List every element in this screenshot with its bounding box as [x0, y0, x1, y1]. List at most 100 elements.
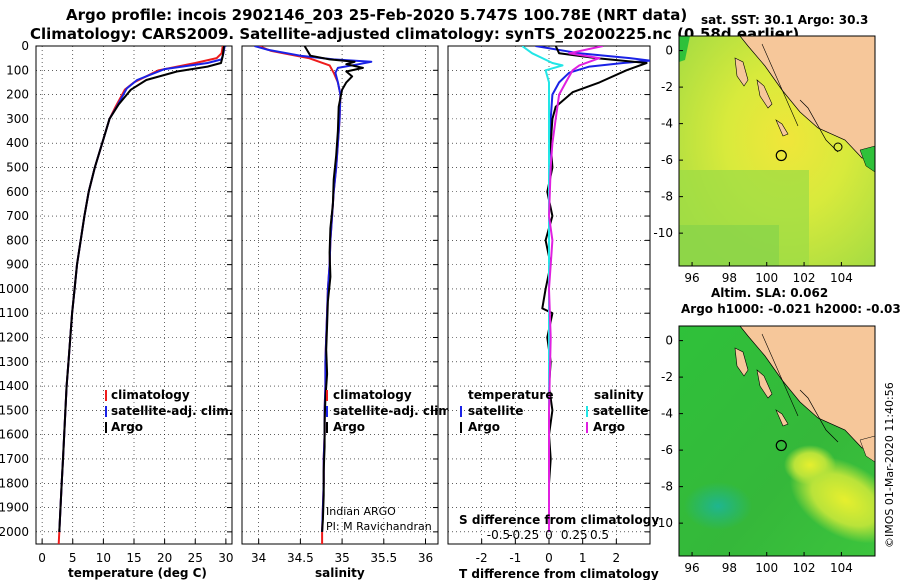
- sla-map-frame: [678, 325, 876, 557]
- map-x-tick-label: 96: [684, 561, 699, 575]
- legend-label-satellite: satellite-adj. clim.: [333, 404, 455, 418]
- depth-tick-label: 1400: [0, 379, 29, 393]
- difference-panel: -2 -1 0 1 2 -0.5-0.25 0 0.25 0.5 S difference f…: [447, 45, 659, 580]
- depth-axis-labels: 0 100 200 300 400 500 600 700 800 900 1000 1100 1200…: [0, 39, 29, 539]
- sla-coastline: [799, 389, 839, 443]
- sst-cool-region-south: [679, 225, 779, 266]
- credit-pi: PI: M Ravichandran: [326, 520, 432, 533]
- x-tick-label: 0: [38, 551, 46, 565]
- map-x-tick-label: 104: [830, 271, 853, 285]
- temperature-x-ticks: 0 5 10 15 20 25 30: [38, 539, 234, 565]
- x-tick-label: 0: [545, 551, 553, 565]
- s-diff-tick-label: -0.25: [508, 528, 539, 542]
- depth-tick-label: 500: [6, 160, 29, 174]
- map-y-tick-label: -8: [661, 190, 673, 204]
- depth-tick-label: 600: [6, 185, 29, 199]
- legend-swatch-climatology: [105, 390, 107, 401]
- credit-indian-argo: Indian ARGO: [326, 505, 396, 518]
- profile-title: Argo profile: incois 2902146_203 25-Feb-…: [66, 6, 688, 24]
- sst-map-frame: [678, 35, 876, 267]
- legend-label-t-argo: Argo: [468, 420, 500, 434]
- s-diff-tick-label: 0.5: [590, 528, 609, 542]
- legend-swatch-s-argo: [586, 422, 588, 433]
- depth-tick-label: 1600: [0, 428, 29, 442]
- sst-bathymetry-seamount: [833, 142, 843, 152]
- map-y-tick-label: -6: [661, 443, 673, 457]
- legend-swatch-t-satellite: [460, 406, 462, 417]
- sst-map-x-ticks: 96 98 100 102 104: [684, 262, 853, 285]
- map-y-tick-label: -2: [661, 370, 673, 384]
- legend-label-climatology: climatology: [333, 388, 412, 402]
- x-tick-label: 1: [579, 551, 587, 565]
- depth-tick-label: 2000: [0, 525, 29, 539]
- legend-label-climatology: climatology: [111, 388, 190, 402]
- sla-island-simeulue: [734, 347, 749, 377]
- map-y-tick-label: -10: [653, 516, 673, 530]
- legend-swatch-climatology: [326, 390, 328, 401]
- map-x-tick-label: 96: [684, 271, 699, 285]
- map-y-tick-label: -6: [661, 153, 673, 167]
- depth-tick-label: 1900: [0, 501, 29, 515]
- difference-x-ticks: -2 -1 0 1 2: [476, 539, 620, 565]
- map-y-tick-label: -10: [653, 226, 673, 240]
- x-tick-label: -2: [476, 551, 488, 565]
- x-tick-label: 30: [218, 551, 233, 565]
- sla-land-java-tip: [859, 435, 875, 463]
- sst-island-simeulue: [734, 57, 749, 87]
- depth-tick-label: 100: [6, 63, 29, 77]
- salinity-grid: [242, 45, 438, 544]
- salinity-legend: climatology satellite-adj. clim. Argo: [326, 388, 455, 434]
- salinity-plot-frame: [241, 45, 439, 545]
- legend-label-s-argo: Argo: [593, 420, 625, 434]
- sst-map: sat. SST: 30.1 Argo: 30.3 96 98 100 102 104 …: [653, 13, 876, 285]
- salinity-x-ticks: 34 34.5 35 35.5 36: [251, 539, 433, 565]
- x-tick-label: 36: [418, 551, 433, 565]
- x-tick-label: 20: [157, 551, 172, 565]
- depth-tick-label: 1000: [0, 282, 29, 296]
- sst-land-java-tip: [859, 145, 875, 173]
- s-diff-tick-label: 0: [545, 528, 553, 542]
- s-difference-label: S difference from climatology: [459, 513, 659, 527]
- depth-tick-label: 900: [6, 258, 29, 272]
- t-difference-xlabel: T difference from climatology: [459, 567, 659, 580]
- depth-tick-label: 1200: [0, 331, 29, 345]
- legend-swatch-satellite: [326, 406, 328, 417]
- series-line-s-argo: [548, 46, 604, 532]
- sla-island-nias: [756, 369, 773, 399]
- salinity-diff-ticks: -0.5-0.25 0 0.25 0.5: [487, 528, 609, 542]
- map-x-tick-label: 102: [793, 561, 816, 575]
- depth-tick-label: 700: [6, 209, 29, 223]
- legend-label-s-satellite: satellite: [593, 404, 648, 418]
- map-x-tick-label: 104: [830, 561, 853, 575]
- map-x-tick-label: 98: [722, 561, 737, 575]
- depth-tick-label: 800: [6, 233, 29, 247]
- legend-swatch-argo: [326, 422, 328, 433]
- depth-tick-label: 1100: [0, 306, 29, 320]
- x-tick-label: 2: [613, 551, 621, 565]
- x-tick-label: 15: [126, 551, 141, 565]
- legend-swatch-t-argo: [460, 422, 462, 433]
- sst-island-nias: [756, 79, 773, 109]
- sla-island-mentawai: [775, 409, 789, 427]
- climatology-title: Climatology: CARS2009. Satellite-adjuste…: [30, 25, 800, 43]
- map-x-tick-label: 100: [755, 271, 778, 285]
- sst-bathymetry-contour: [761, 43, 799, 127]
- sla-map-x-ticks: 96 98 100 102 104: [684, 552, 853, 575]
- x-tick-label: 25: [188, 551, 203, 565]
- x-tick-label: -1: [509, 551, 521, 565]
- x-tick-label: 5: [69, 551, 77, 565]
- map-x-tick-label: 100: [755, 561, 778, 575]
- sla-map-subtitle: Argo h1000: -0.021 h2000: -0.032: [681, 302, 900, 316]
- sst-land-sumatra: [739, 36, 875, 159]
- sst-argo-position-marker: [775, 149, 787, 162]
- depth-tick-label: 1700: [0, 452, 29, 466]
- map-x-tick-label: 102: [793, 271, 816, 285]
- legend-label-argo: Argo: [111, 420, 143, 434]
- salinity-lines: [254, 46, 373, 544]
- legend-label-satellite: satellite-adj. clim.: [111, 404, 233, 418]
- s-diff-tick-label: 0.25: [561, 528, 588, 542]
- legend-label-t-satellite: satellite: [468, 404, 523, 418]
- legend-title-temperature: temperature: [468, 388, 553, 402]
- sla-map-title: Altim. SLA: 0.062: [711, 286, 828, 300]
- legend-swatch-s-satellite: [586, 406, 588, 417]
